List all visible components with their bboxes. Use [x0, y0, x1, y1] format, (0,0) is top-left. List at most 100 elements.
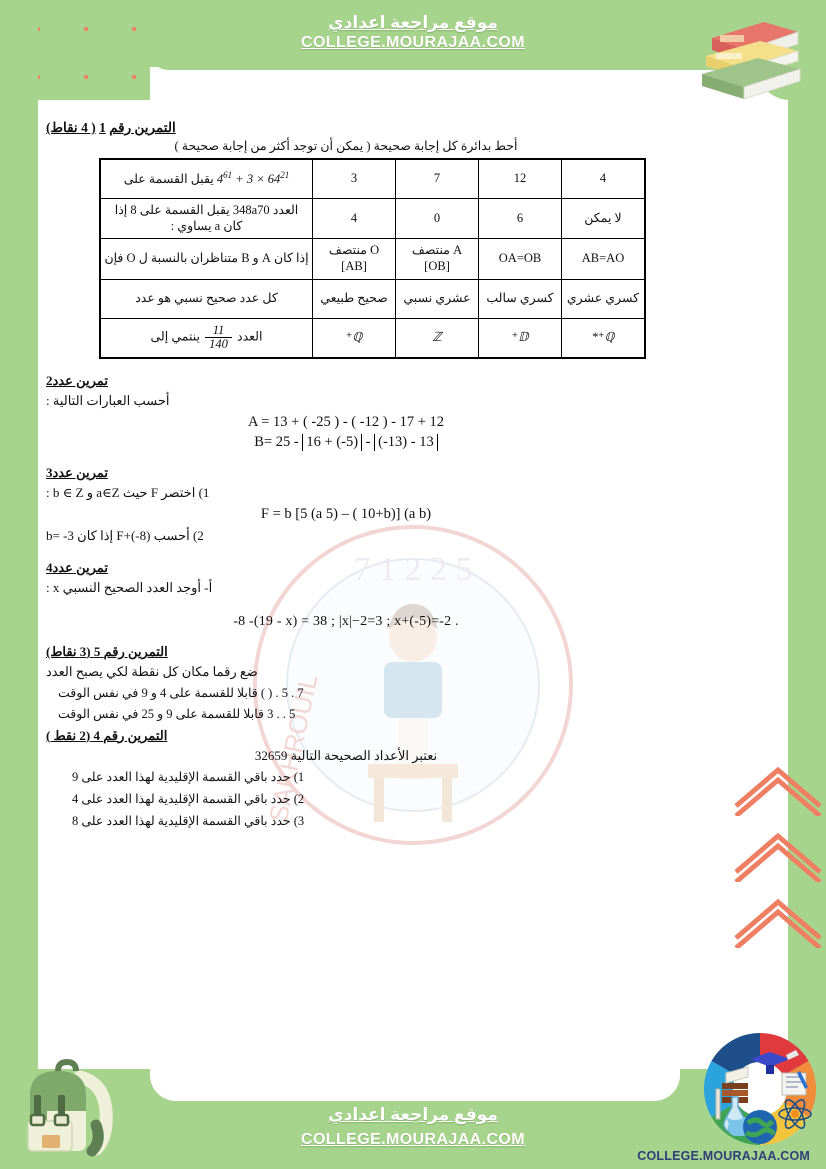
- exercise-5-title-points: (3 نقاط): [46, 644, 91, 660]
- exercise-1-title: التمرين رقم 1 ( 4 نقاط): [46, 120, 646, 136]
- exercise-1-title-points: ( 4 نقاط): [46, 120, 96, 135]
- exercise-3: تمرين عدد3 1) اختصر F حيث a∈Z و b ∈ Z : …: [46, 465, 646, 546]
- exercise-4-top-title: تمرين عدد4: [46, 559, 108, 575]
- option-cell[interactable]: صحيح طبيعي: [312, 278, 396, 319]
- exercise-1-instruction: أحط بدائرة كل إجابة صحيحة ( يمكن أن توجد…: [174, 139, 518, 153]
- exercise-5-instruction: ضع رقما مكان كل نقطة لكي يصبح العدد: [46, 664, 258, 680]
- table-row: 4 12 7 3 6421 × 3 + 461 يقبل القسمة على: [99, 158, 646, 199]
- exercise-4-bottom-title-prefix: التمرين رقم: [103, 727, 168, 743]
- multiple-choice-table: 4 12 7 3 6421 × 3 + 461 يقبل القسمة على …: [99, 158, 646, 359]
- prompt-text: يقبل القسمة على: [123, 172, 217, 187]
- exercise-4-top-equations: -8 -(19 - x) = 38 ; |x|−2=3 ; x+(-5)=-2 …: [233, 614, 459, 630]
- option-cell[interactable]: 12: [478, 158, 562, 199]
- chevron-up-icon: [730, 826, 826, 882]
- exercise-1: التمرين رقم 1 ( 4 نقاط) أحط بدائرة كل إج…: [46, 120, 646, 359]
- stack-of-books-icon: [694, 8, 814, 104]
- option-cell[interactable]: AB=AO: [561, 238, 646, 280]
- option-cell[interactable]: 3: [312, 158, 396, 199]
- equation-b-abs-1: 16 + (-5): [302, 433, 363, 451]
- prompt-exp-2: 61: [223, 170, 233, 181]
- backpack-icon: [14, 1055, 124, 1159]
- option-cell[interactable]: كسري سالب: [478, 278, 562, 319]
- exercise-2-equation-a: A = 13 + ( -25 ) - ( -12 ) - 17 + 12: [247, 413, 445, 430]
- option-cell[interactable]: لا يمكن: [561, 197, 646, 240]
- list-item: 1) حدد باقي القسمة الإقليدية لهذا العدد …: [72, 769, 305, 784]
- equation-b-operator: -: [365, 433, 371, 450]
- option-cell[interactable]: ℚ⁺*: [561, 317, 646, 358]
- question-prompt: 6421 × 3 + 461 يقبل القسمة على: [99, 158, 313, 199]
- footer-brand-arabic: موقع مراجعة اعدادي: [328, 1105, 498, 1124]
- worksheet-content: التمرين رقم 1 ( 4 نقاط) أحط بدائرة كل إج…: [46, 120, 646, 832]
- table-row: كسري عشري كسري سالب عشري نسبي صحيح طبيعي…: [99, 278, 646, 319]
- exercise-4-bottom-title-number: 4: [93, 727, 100, 743]
- option-cell[interactable]: 6: [478, 197, 562, 240]
- question-prompt: إذا كان A و B متناظران بالنسبة ل O فإن: [99, 238, 313, 280]
- education-wheel-icon: [700, 1029, 820, 1149]
- exercise-2: تمرين عدد2 أحسب العبارات التالية : A = 1…: [46, 373, 646, 451]
- option-cell[interactable]: 7: [395, 158, 479, 199]
- exercise-5-title: التمرين رقم 5 (3 نقاط): [46, 644, 646, 660]
- chevron-decoration-group: [730, 760, 826, 990]
- exercise-4-bottom-title: التمرين رقم 4 (2 نقط ): [46, 728, 646, 744]
- option-cell[interactable]: كسري عشري: [561, 278, 646, 319]
- exercise-5-title-number: 5: [93, 644, 101, 660]
- table-row: ℚ⁺* 𝔻⁺ ℤ ℚ⁺ العدد 11 140 ينتمي إلى: [99, 317, 646, 358]
- list-item: 2) حدد باقي القسمة الإقليدية لهذا العدد …: [72, 791, 305, 806]
- exercise-1-title-number: 1: [99, 120, 106, 135]
- option-cell[interactable]: ℤ: [395, 317, 479, 358]
- exercise-4-bottom-items: 1) حدد باقي القسمة الإقليدية لهذا العدد …: [46, 767, 646, 833]
- option-cell[interactable]: ℚ⁺: [312, 317, 396, 358]
- equation-b-abs-2: (-13) - 13: [374, 433, 438, 451]
- header-brand-arabic: موقع مراجعة اعدادي: [328, 13, 498, 32]
- option-cell[interactable]: 4: [312, 197, 396, 240]
- footer-brand-url[interactable]: COLLEGE.MOURAJAA.COM: [301, 1131, 525, 1148]
- exercise-3-title: تمرين عدد3: [46, 464, 108, 480]
- header-brand-url[interactable]: COLLEGE.MOURAJAA.COM: [301, 34, 525, 51]
- exercise-2-title: تمرين عدد2: [46, 372, 108, 388]
- fraction: 11 140: [205, 323, 232, 351]
- option-cell[interactable]: 4: [561, 158, 646, 199]
- option-cell[interactable]: O منتصف [AB]: [312, 238, 396, 280]
- list-item: 3) حدد باقي القسمة الإقليدية لهذا العدد …: [72, 813, 305, 828]
- equation-b-lead: B= 25 -: [254, 433, 299, 450]
- exercise-4-bottom-title-points: (2 نقط ): [46, 727, 91, 743]
- corner-brand-url[interactable]: COLLEGE.MOURAJAA.COM: [637, 1149, 810, 1163]
- prompt-mid: × 3 +: [232, 172, 268, 187]
- table-row: لا يمكن 6 0 4 العدد 348a70 يقبل القسمة ع…: [99, 197, 646, 240]
- exercise-5: التمرين رقم 5 (3 نقاط) ضع رقما مكان كل ن…: [46, 644, 646, 726]
- exercise-5-title-prefix: التمرين رقم: [103, 644, 168, 660]
- fraction-numerator: 11: [205, 323, 232, 338]
- exercise-5-line: 7 . 5 . ( ) قابلا للقسمة على 4 و 9 في نف…: [58, 686, 304, 701]
- prompt-base-1: 64: [267, 172, 281, 187]
- option-cell[interactable]: OA=OB: [478, 238, 562, 280]
- exercise-2-instruction: أحسب العبارات التالية :: [46, 392, 170, 408]
- question-prompt: العدد 11 140 ينتمي إلى: [99, 317, 313, 358]
- exercise-5-lines: 7 . 5 . ( ) قابلا للقسمة على 4 و 9 في نف…: [46, 683, 646, 726]
- option-cell[interactable]: 0: [395, 197, 479, 240]
- exercise-3-item-1: 1) اختصر F حيث a∈Z و b ∈ Z :: [46, 484, 210, 500]
- exercise-3-item-2: 2) أحسب F+(-8) إذا كان b= -3: [46, 527, 204, 543]
- exercise-4-top: تمرين عدد4 أ- أوجد العدد الصحيح النسبي x…: [46, 560, 646, 630]
- option-cell[interactable]: A منتصف [OB]: [395, 238, 479, 280]
- right-rail: [788, 0, 826, 1169]
- exercise-3-formula: F = b [5 (a 5) – ( 10+b)] (a b): [260, 505, 432, 522]
- exercise-4-bottom-instruction: نعتبر الأعداد الصحيحة التالية 32659: [254, 747, 438, 763]
- fraction-denominator: 140: [209, 337, 228, 351]
- footer-band-notch: [150, 1069, 680, 1101]
- question-prompt: العدد 348a70 يقبل القسمة على 8 إذا كان a…: [99, 197, 313, 240]
- exercise-4-top-instruction: أ- أوجد العدد الصحيح النسبي x :: [46, 579, 213, 595]
- prompt-exp-1: 21: [280, 170, 290, 181]
- chevron-up-icon: [730, 892, 826, 948]
- left-rail: [0, 0, 38, 1080]
- prompt-base-2: 4: [216, 172, 224, 187]
- option-cell[interactable]: 𝔻⁺: [478, 317, 562, 358]
- exercise-2-equation-b: B= 25 - 16 + (-5) - (-13) - 13: [46, 433, 646, 451]
- exercise-5-line: 5 . . 3 قابلا للقسمة على 9 و 25 في نفس ا…: [58, 707, 296, 722]
- table-row: AB=AO OA=OB A منتصف [OB] O منتصف [AB] إذ…: [99, 238, 646, 280]
- question-prompt: كل عدد صحيح نسبي هو عدد: [99, 278, 313, 319]
- chevron-up-icon: [730, 760, 826, 816]
- option-cell[interactable]: عشري نسبي: [395, 278, 479, 319]
- prompt-prefix: العدد: [237, 329, 263, 344]
- prompt-suffix: ينتمي إلى: [150, 329, 201, 344]
